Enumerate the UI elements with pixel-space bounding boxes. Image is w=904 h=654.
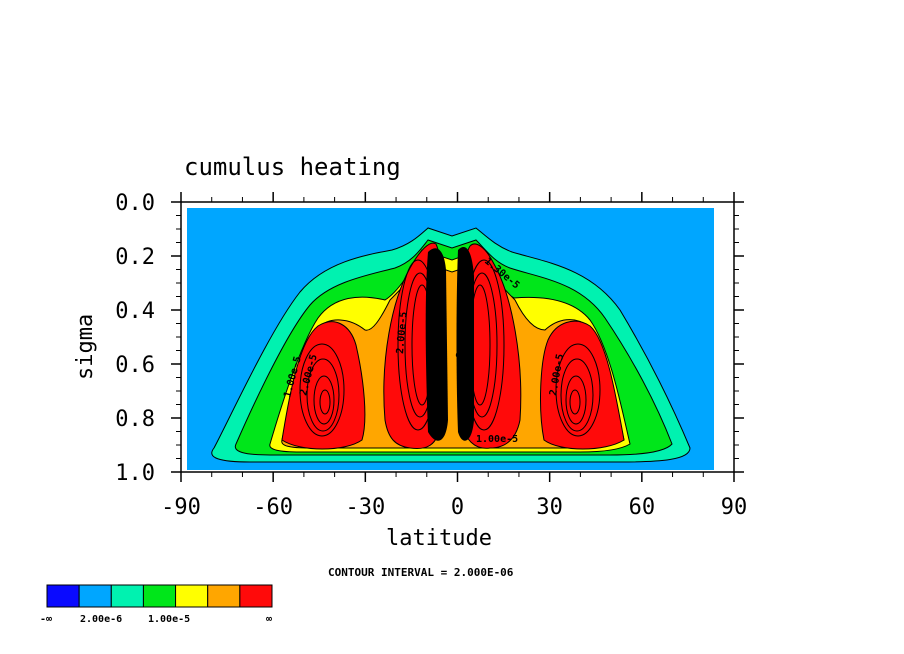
colorbar-label-low: 2.00e-6 [80,614,122,625]
equatorial-core-north [456,247,474,441]
max-north-subtropic [540,320,625,450]
x-tick-label: 60 [629,495,656,520]
y-tick-label: 0.4 [115,299,155,324]
max-south-subtropic [281,321,366,450]
equatorial-core [425,248,448,441]
contour-label-7: 1.00e-5 [476,434,518,445]
colorbar-swatch [207,584,241,608]
contour-interval-note: CONTOUR INTERVAL = 2.000E-06 [328,566,514,579]
y-tick-label: 0.8 [115,407,155,432]
colorbar [46,584,273,608]
colorbar-labels: -∞ 2.00e-6 1.00e-5 ∞ [40,614,272,625]
x-tick-label: 30 [536,495,563,520]
x-axis: -90 -60 -30 0 30 60 90 [161,192,747,520]
contour-label-4: 2.00e-5 [395,311,410,354]
y-axis-label: sigma [73,314,98,380]
x-tick-label: -60 [253,495,293,520]
y-tick-label: 0.2 [115,245,155,270]
x-axis-label: latitude [386,526,492,551]
chart-title: cumulus heating [184,153,401,181]
y-tick-label: 0.0 [115,191,155,216]
colorbar-swatch [239,584,273,608]
y-axis: 0.0 0.2 0.4 0.6 0.8 1.0 [115,191,744,486]
colorbar-swatch [46,584,80,608]
x-tick-label: -30 [345,495,385,520]
x-tick-label: -90 [161,495,201,520]
colorbar-swatch [142,584,177,608]
colorbar-label-high: 1.00e-5 [148,614,190,625]
colorbar-swatch [78,584,112,608]
colorbar-swatch [110,584,144,608]
y-tick-label: 1.0 [115,461,155,486]
colorbar-label-pos-inf: ∞ [266,614,272,625]
colorbar-swatch [175,584,209,608]
x-tick-label: 90 [721,495,748,520]
colorbar-label-neg-inf: -∞ [40,614,52,625]
x-tick-label: 0 [451,495,464,520]
contour-label-5: 2.00e-5 [455,315,470,358]
y-tick-label: 0.6 [115,353,155,378]
